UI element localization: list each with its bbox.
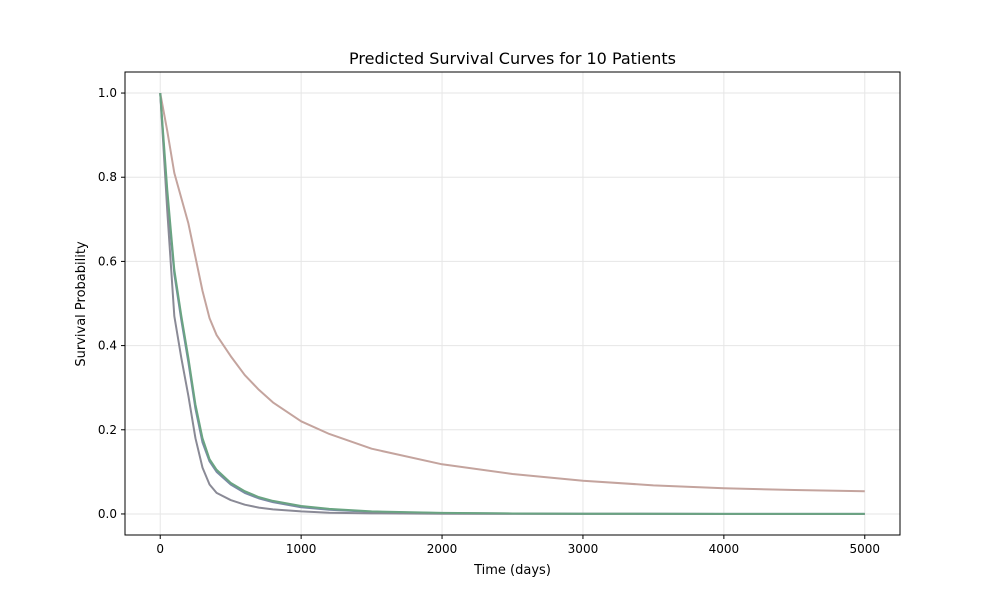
y-tick-label: 0.2 — [98, 423, 117, 437]
x-tick-label: 2000 — [427, 542, 458, 556]
x-tick-label: 4000 — [709, 542, 740, 556]
x-axis-ticks: 0 1000 2000 3000 4000 5000 — [156, 535, 880, 556]
x-tick-label: 5000 — [849, 542, 880, 556]
y-tick-label: 1.0 — [98, 86, 117, 100]
plot-frame — [124, 71, 901, 536]
y-tick-label: 0.0 — [98, 507, 117, 521]
y-axis-ticks: 0.0 0.2 0.4 0.6 0.8 1.0 — [98, 86, 125, 521]
y-tick-label: 0.8 — [98, 170, 117, 184]
x-tick-label: 0 — [156, 542, 164, 556]
chart-title: Predicted Survival Curves for 10 Patient… — [349, 49, 676, 68]
y-tick-label: 0.4 — [98, 339, 117, 353]
survival-curve-4 — [159, 92, 865, 515]
y-axis-label: Survival Probability — [74, 241, 89, 367]
x-axis-label: Time (days) — [473, 563, 551, 578]
series-lines — [159, 92, 865, 515]
y-tick-label: 0.6 — [98, 254, 117, 268]
x-tick-label: 1000 — [286, 542, 317, 556]
grid — [125, 72, 900, 535]
x-tick-label: 3000 — [568, 542, 599, 556]
survival-curve-1 — [159, 92, 865, 493]
